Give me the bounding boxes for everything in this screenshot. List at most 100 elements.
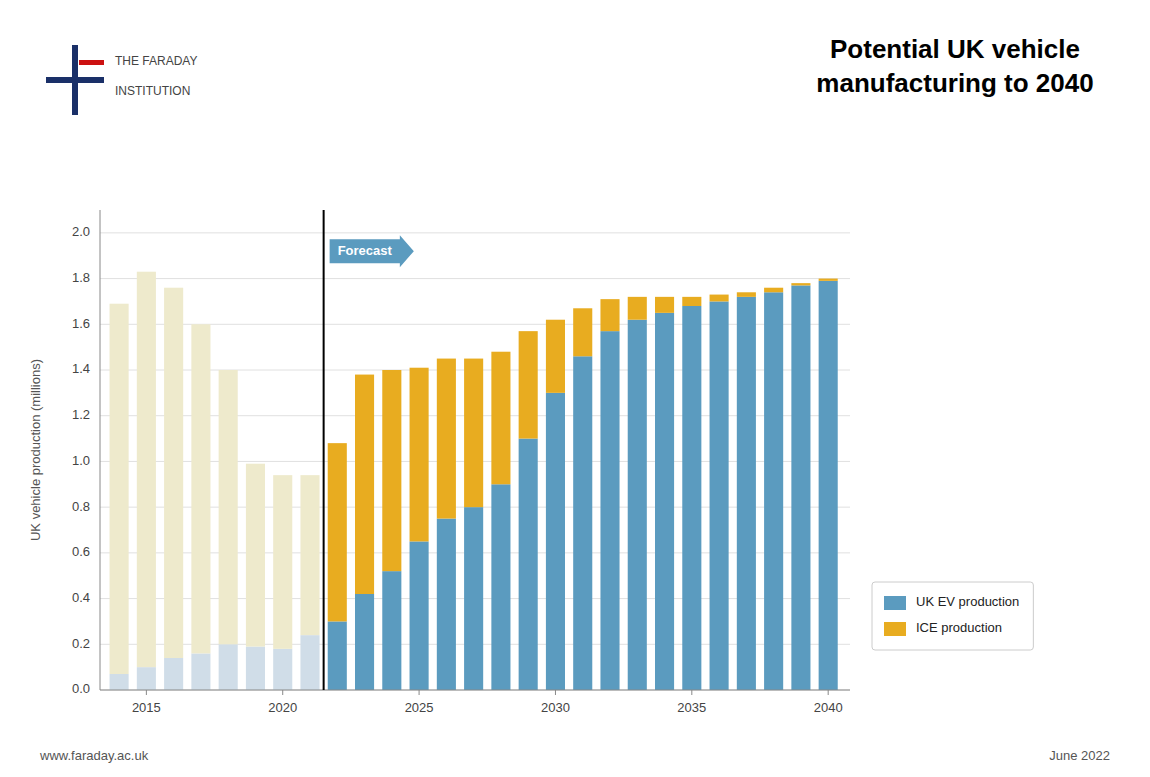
x-tick-label: 2020 [268, 700, 297, 715]
bar [682, 297, 701, 306]
x-tick [828, 690, 829, 695]
bar [819, 279, 838, 281]
y-axis-line [100, 210, 101, 690]
logo-cross [46, 77, 104, 83]
legend-label: ICE production [916, 620, 1002, 635]
x-tick [282, 690, 283, 695]
bar [328, 621, 347, 690]
bar [710, 295, 729, 302]
bar [137, 272, 156, 667]
bar [764, 288, 783, 293]
bar [300, 475, 319, 635]
logo-bar [79, 60, 104, 65]
bar [819, 281, 838, 690]
bar [410, 541, 429, 690]
bar [328, 443, 347, 621]
y-tick-label: 1.0 [72, 453, 90, 468]
y-tick-label: 2.0 [72, 224, 90, 239]
x-tick-label: 2015 [132, 700, 161, 715]
x-tick-label: 2030 [541, 700, 570, 715]
x-tick [146, 690, 147, 695]
x-axis-line [100, 690, 850, 691]
bar [464, 507, 483, 690]
bar [164, 658, 183, 690]
chart: 0.00.20.40.60.81.01.21.41.61.82.02015202… [0, 0, 1150, 777]
footer-left: www.faraday.ac.uk [39, 748, 149, 763]
legend-swatch [884, 622, 906, 636]
bar [600, 299, 619, 331]
y-axis-label: UK vehicle production (millions) [28, 359, 43, 541]
bar [191, 324, 210, 653]
bar [737, 297, 756, 690]
bar [546, 320, 565, 393]
forecast-line [323, 210, 325, 690]
y-tick-label: 1.2 [72, 407, 90, 422]
y-tick-label: 0.8 [72, 499, 90, 514]
y-tick-label: 1.6 [72, 316, 90, 331]
title: Potential UK vehicle manufacturing to 204… [816, 34, 1093, 98]
bar [410, 368, 429, 542]
logo: THE FARADAY INSTITUTION [46, 45, 197, 115]
bar [110, 304, 129, 674]
bar [764, 292, 783, 690]
grid [100, 233, 850, 690]
bar [791, 285, 810, 690]
bar [246, 464, 265, 647]
x-tick-label: 2035 [677, 700, 706, 715]
y-tick-label: 1.4 [72, 361, 90, 376]
bar [355, 594, 374, 690]
bar [355, 375, 374, 594]
x-tick-label: 2040 [814, 700, 843, 715]
bar [437, 359, 456, 519]
bar [491, 484, 510, 690]
x-tick [419, 690, 420, 695]
y-tick-label: 0.0 [72, 681, 90, 696]
bar [110, 674, 129, 690]
logo-text: THE FARADAY [115, 54, 197, 68]
grid-line [100, 278, 850, 279]
bar [791, 283, 810, 285]
bar [464, 359, 483, 508]
bar [628, 297, 647, 320]
bar [628, 320, 647, 690]
background [0, 0, 1150, 777]
forecast-callout: Forecast [330, 235, 414, 267]
bars [110, 272, 838, 690]
legend: UK EV production ICE production [872, 582, 1033, 650]
grid-line [100, 232, 850, 233]
bar [519, 439, 538, 690]
bar [437, 519, 456, 690]
bar [600, 331, 619, 690]
bar [519, 331, 538, 438]
legend-swatch [884, 596, 906, 610]
bar [382, 571, 401, 690]
bar [682, 306, 701, 690]
bar [273, 649, 292, 690]
bar [273, 475, 292, 649]
bar [382, 370, 401, 571]
bar [737, 292, 756, 297]
x-tick-label: 2025 [405, 700, 434, 715]
bar [137, 667, 156, 690]
title-line: Potential UK vehicle [830, 34, 1080, 64]
bar [219, 370, 238, 644]
bar [710, 301, 729, 690]
bar [655, 297, 674, 313]
title-line: manufacturing to 2040 [816, 68, 1093, 98]
x-tick [555, 690, 556, 695]
y-tick-label: 1.8 [72, 270, 90, 285]
bar [164, 288, 183, 658]
bar [573, 356, 592, 690]
x-tick [691, 690, 692, 695]
y-tick-label: 0.2 [72, 636, 90, 651]
bar [219, 644, 238, 690]
bar [191, 653, 210, 690]
bar [573, 308, 592, 356]
legend-label: UK EV production [916, 594, 1019, 609]
bar [546, 393, 565, 690]
footer-right: June 2022 [1049, 748, 1110, 763]
legend-box [872, 582, 1033, 650]
logo-text: INSTITUTION [115, 84, 190, 98]
y-tick-label: 0.6 [72, 544, 90, 559]
annotation: Forecast [338, 243, 393, 258]
